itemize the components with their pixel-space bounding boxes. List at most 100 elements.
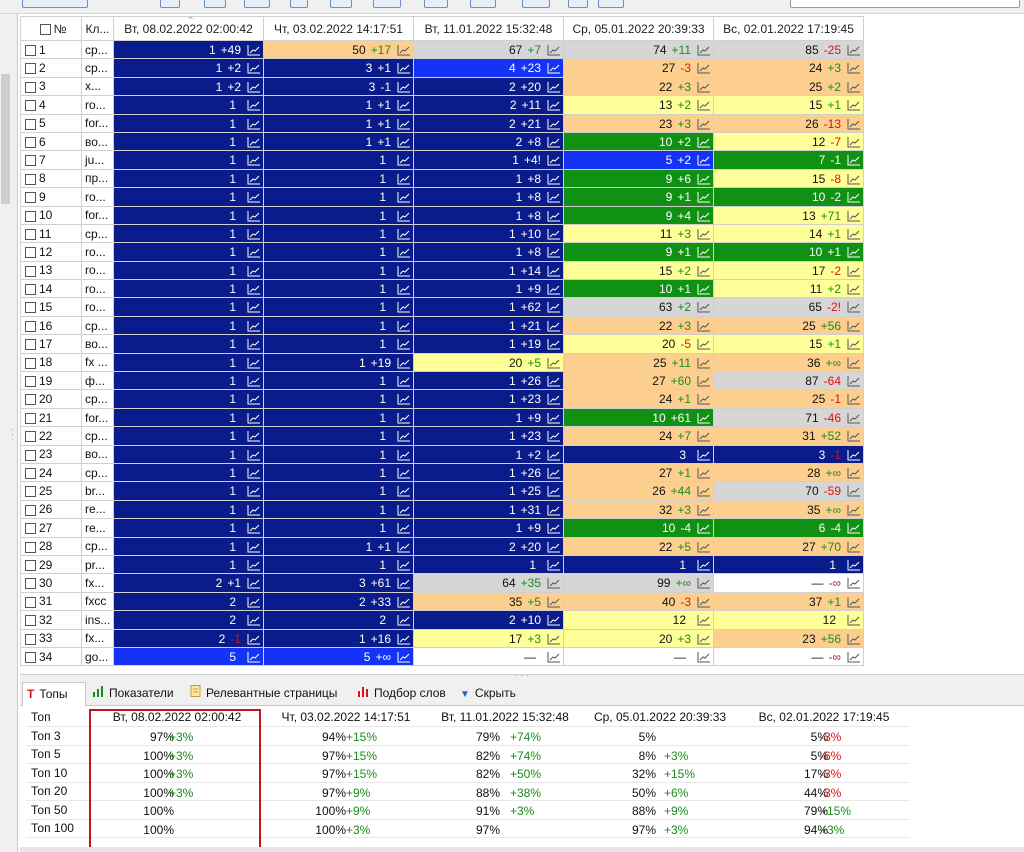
position-cell[interactable]: 1: [263, 407, 414, 428]
chart-icon[interactable]: [697, 449, 711, 461]
table-row[interactable]: 32 ins... 2 2 2 +10 12 12: [20, 610, 864, 630]
position-cell[interactable]: — -∞: [713, 646, 864, 667]
position-cell[interactable]: 1: [113, 334, 264, 354]
position-cell[interactable]: —: [413, 646, 564, 667]
position-cell[interactable]: 85 -25: [713, 39, 864, 60]
table-row[interactable]: 26 re... 1 1 1 +31 32 +3 35 +∞: [20, 499, 864, 520]
position-cell[interactable]: 1: [263, 462, 414, 483]
position-cell[interactable]: 2 +20: [413, 536, 564, 556]
tab-tops[interactable]: T Топы: [22, 682, 86, 707]
chart-icon[interactable]: [547, 191, 561, 203]
row-number-cell[interactable]: 33: [20, 628, 82, 648]
row-number-cell[interactable]: 28: [20, 536, 82, 556]
row-checkbox[interactable]: [25, 357, 36, 369]
chart-icon[interactable]: [847, 283, 861, 295]
chart-icon[interactable]: [547, 541, 561, 553]
column-header-date[interactable]: Ср, 05.01.2022 20:39:33: [563, 16, 714, 41]
chart-icon[interactable]: [847, 596, 861, 608]
chart-icon[interactable]: [397, 651, 411, 663]
position-cell[interactable]: 1 +9: [413, 279, 564, 299]
chart-icon[interactable]: [247, 541, 261, 553]
row-number-cell[interactable]: 7: [20, 150, 82, 170]
chart-icon[interactable]: [697, 412, 711, 424]
keyword-cell[interactable]: ф...: [81, 371, 114, 391]
chart-icon[interactable]: [397, 301, 411, 313]
position-cell[interactable]: 1: [113, 223, 264, 244]
chart-icon[interactable]: [247, 651, 261, 663]
chart-icon[interactable]: [847, 136, 861, 148]
row-checkbox[interactable]: [25, 578, 36, 590]
row-number-cell[interactable]: 18: [20, 352, 82, 373]
position-cell[interactable]: 3 -1: [263, 76, 414, 97]
table-row[interactable]: 15 ro... 1 1 1 +62 63 +2 65 -2!: [20, 297, 864, 317]
position-cell[interactable]: 1 +2: [113, 58, 264, 78]
position-cell[interactable]: 1 +2: [113, 76, 264, 97]
row-checkbox[interactable]: [25, 449, 36, 461]
chart-icon[interactable]: [397, 44, 411, 56]
row-number-cell[interactable]: 15: [20, 297, 82, 317]
position-cell[interactable]: 20 +5: [413, 352, 564, 373]
row-number-cell[interactable]: 29: [20, 554, 82, 575]
row-checkbox[interactable]: [25, 320, 36, 332]
position-cell[interactable]: 1 +9: [413, 407, 564, 428]
chart-icon[interactable]: [547, 485, 561, 497]
position-cell[interactable]: 1 +1: [263, 131, 414, 152]
position-cell[interactable]: 25 +2: [713, 76, 864, 97]
row-checkbox[interactable]: [25, 633, 36, 645]
keyword-cell[interactable]: ro...: [81, 297, 114, 317]
keyword-cell[interactable]: ro...: [81, 279, 114, 299]
chart-icon[interactable]: [547, 577, 561, 589]
position-cell[interactable]: 1 +14: [413, 260, 564, 281]
row-checkbox[interactable]: [25, 118, 36, 130]
position-cell[interactable]: 1 +1: [263, 113, 414, 133]
keyword-cell[interactable]: br...: [81, 481, 114, 501]
position-cell[interactable]: 1 +9: [413, 518, 564, 538]
keyword-cell[interactable]: ср...: [81, 315, 114, 336]
chart-icon[interactable]: [397, 541, 411, 553]
chart-icon[interactable]: [697, 541, 711, 553]
table-row[interactable]: 33 fx... 2 -1 1 +16 17 +3 20 +3 23 +56: [20, 628, 864, 648]
position-cell[interactable]: 1: [113, 260, 264, 281]
chart-icon[interactable]: [247, 173, 261, 185]
keyword-cell[interactable]: for...: [81, 407, 114, 428]
chart-icon[interactable]: [847, 301, 861, 313]
position-cell[interactable]: 1 +23: [413, 389, 564, 409]
table-row[interactable]: 1 ср... 1 +49 50 +17 67 +7 74 +11 85 -25: [20, 39, 864, 60]
row-checkbox[interactable]: [25, 541, 36, 553]
position-cell[interactable]: 35 +5: [413, 591, 564, 612]
position-cell[interactable]: 17 +3: [413, 628, 564, 648]
chart-icon[interactable]: [847, 393, 861, 405]
chart-icon[interactable]: [247, 504, 261, 516]
row-checkbox[interactable]: [25, 265, 36, 277]
position-cell[interactable]: 2: [113, 591, 264, 612]
position-cell[interactable]: 1 +2: [413, 444, 564, 464]
row-checkbox[interactable]: [25, 412, 36, 424]
keyword-cell[interactable]: fx...: [81, 573, 114, 593]
chart-icon[interactable]: [397, 338, 411, 350]
toolbar-button[interactable]: [330, 0, 352, 8]
position-cell[interactable]: 1 +31: [413, 499, 564, 520]
row-checkbox[interactable]: [25, 431, 36, 443]
chart-icon[interactable]: [247, 228, 261, 240]
position-cell[interactable]: 26 +44: [563, 481, 714, 501]
toolbar-button[interactable]: [290, 0, 308, 8]
chart-icon[interactable]: [547, 99, 561, 111]
chart-icon[interactable]: [697, 614, 711, 626]
chart-icon[interactable]: [697, 62, 711, 74]
chart-icon[interactable]: [697, 467, 711, 479]
chart-icon[interactable]: [547, 449, 561, 461]
position-cell[interactable]: 24 +3: [713, 58, 864, 78]
chart-icon[interactable]: [697, 504, 711, 516]
position-cell[interactable]: 70 -59: [713, 481, 864, 501]
chart-icon[interactable]: [847, 118, 861, 130]
chart-icon[interactable]: [547, 44, 561, 56]
row-checkbox[interactable]: [25, 228, 36, 240]
position-cell[interactable]: 1: [413, 554, 564, 575]
position-cell[interactable]: 1: [113, 279, 264, 299]
chart-icon[interactable]: [547, 210, 561, 222]
toolbar-button[interactable]: [470, 0, 496, 8]
table-row[interactable]: 29 pr... 1 1 1 1 1: [20, 554, 864, 575]
chart-icon[interactable]: [247, 412, 261, 424]
position-cell[interactable]: 1: [113, 205, 264, 225]
chart-icon[interactable]: [847, 228, 861, 240]
